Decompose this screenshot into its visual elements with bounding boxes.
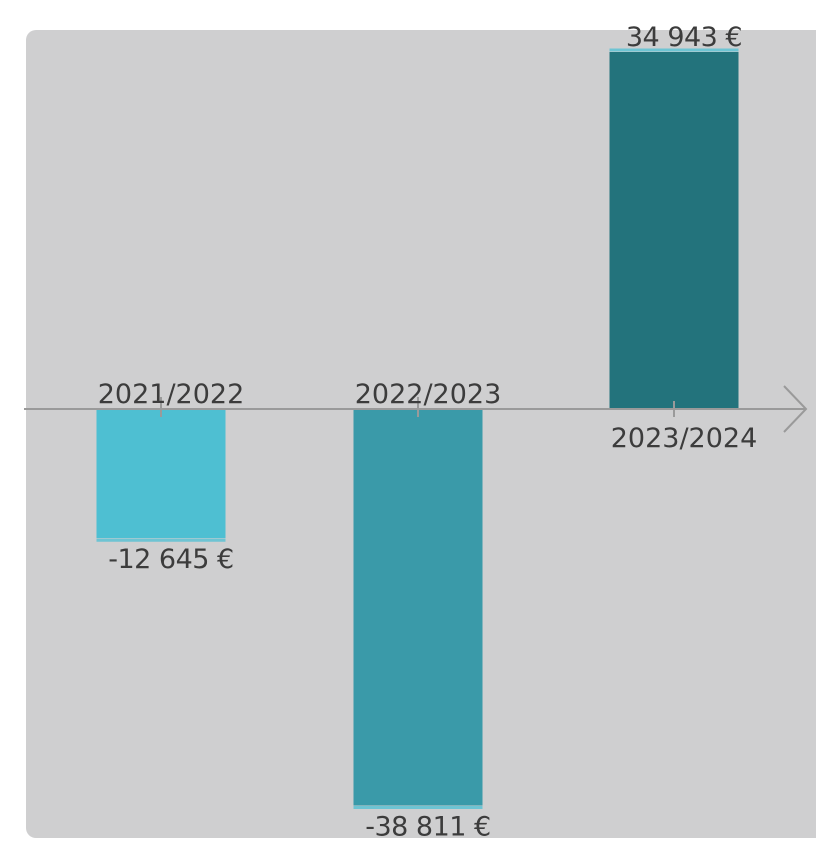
- value-label: -12 645 €: [108, 544, 233, 575]
- bar-2023-2024: [609, 52, 739, 409]
- category-label: 2022/2023: [355, 379, 502, 410]
- category-label: 2023/2024: [611, 423, 758, 454]
- value-label: -38 811 €: [365, 812, 490, 842]
- labels-group: 2021/2022 -12 645 € 2022/2023 -38 811 € 2023…: [98, 22, 758, 842]
- bar-2022-2023: [353, 409, 483, 806]
- bars-group: [96, 48, 739, 810]
- category-label: 2021/2022: [98, 379, 245, 410]
- ticks-group: [160, 397, 675, 417]
- x-axis-arrow-icon: [783, 385, 808, 433]
- value-label: 34 943 €: [626, 22, 742, 53]
- bar-2021-2022: [96, 409, 226, 539]
